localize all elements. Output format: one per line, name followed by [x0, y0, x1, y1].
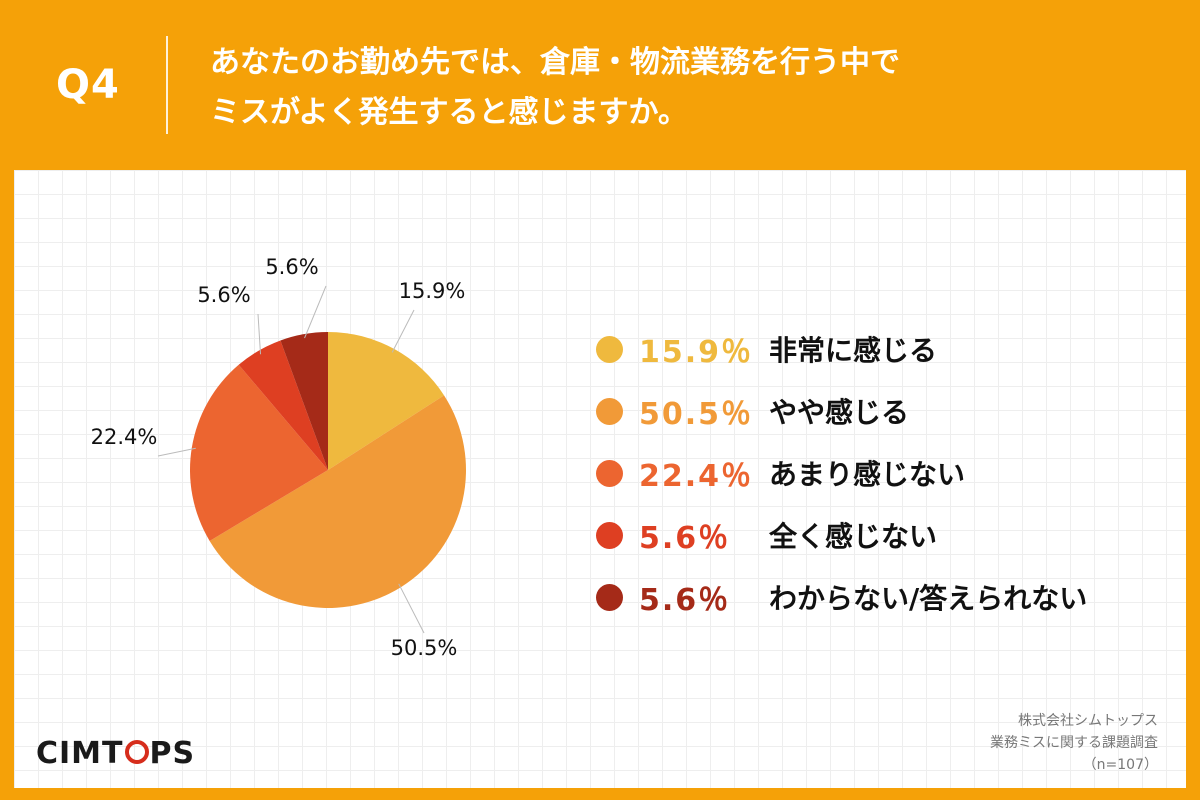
cimtops-logo: CIMT PS: [36, 736, 195, 771]
legend-percentage: 22.4％: [639, 459, 754, 494]
leader-line-4: [257, 313, 262, 355]
legend-label: 全く感じない: [769, 520, 938, 553]
logo-text-post: PS: [149, 736, 196, 771]
legend-percentage: 50.5％: [639, 397, 754, 432]
legend-label: あまり感じない: [769, 458, 966, 491]
slice-value-label-4: 5.6%: [197, 283, 250, 307]
pie-slice-5: [280, 332, 328, 470]
slice-value-label-1: 15.9%: [399, 279, 466, 303]
leader-line-3: [157, 447, 196, 457]
question-title-line-2: ミスがよく発生すると感じますか。: [210, 95, 688, 130]
legend-item-3: 22.4％ あまり感じない: [596, 442, 1087, 504]
leader-line-2: [398, 583, 425, 634]
slice-value-label-3: 22.4%: [91, 425, 158, 449]
legend-label: わからない/答えられない: [769, 582, 1088, 615]
logo-ring-icon: [124, 740, 149, 764]
source-survey: 業務ミスに関する課題調査: [990, 735, 1158, 751]
pie-slice-3: [189, 364, 328, 541]
legend-swatch-icon: [596, 521, 623, 549]
source-note: 株式会社シムトップス 業務ミスに関する課題調査 （n=107）: [990, 710, 1158, 776]
legend-swatch-icon: [596, 583, 623, 611]
pie-slice-4: [238, 340, 328, 470]
legend: 15.9％ 非常に感じる 50.5％ やや感じる 22.4％ あまり感じない 5.6％ 全く感…: [596, 318, 1087, 628]
question-title-line-1: あなたのお勤め先では、倉庫・物流業務を行う中で: [210, 45, 900, 80]
source-company: 株式会社シムトップス: [1018, 713, 1158, 729]
pie-chart: 15.9% 50.5% 22.4% 5.6% 5.6%: [91, 255, 466, 660]
leader-line-5: [304, 285, 327, 339]
pie-slice-1: [328, 332, 445, 470]
question-title: あなたのお勤め先では、倉庫・物流業務を行う中で ミスがよく発生すると感じますか。: [210, 38, 900, 138]
question-number: Q4: [56, 62, 120, 108]
logo-text-pre: CIMT: [36, 736, 124, 771]
pie-slice-2: [209, 395, 466, 608]
legend-item-1: 15.9％ 非常に感じる: [596, 318, 1087, 380]
legend-item-2: 50.5％ やや感じる: [596, 380, 1087, 442]
legend-swatch-icon: [596, 459, 623, 487]
legend-percentage: 5.6％: [639, 521, 731, 556]
chart-panel: 15.9% 50.5% 22.4% 5.6% 5.6% 15.9％ 非常に感じる 50.5％…: [14, 170, 1186, 788]
legend-swatch-icon: [596, 335, 623, 363]
legend-label: 非常に感じる: [769, 334, 938, 367]
header: Q4 あなたのお勤め先では、倉庫・物流業務を行う中で ミスがよく発生すると感じま…: [0, 0, 1200, 170]
legend-percentage: 5.6％: [639, 583, 731, 618]
slice-value-label-5: 5.6%: [265, 255, 318, 279]
legend-item-5: 5.6％ わからない/答えられない: [596, 566, 1087, 628]
legend-label: やや感じる: [769, 396, 910, 429]
header-divider: [166, 36, 168, 134]
legend-percentage: 15.9％: [639, 335, 754, 370]
legend-item-4: 5.6％ 全く感じない: [596, 504, 1087, 566]
legend-swatch-icon: [596, 397, 623, 425]
slice-value-label-2: 50.5%: [391, 636, 458, 660]
leader-line-1: [391, 309, 415, 353]
source-sample-size: （n=107）: [1082, 757, 1158, 773]
